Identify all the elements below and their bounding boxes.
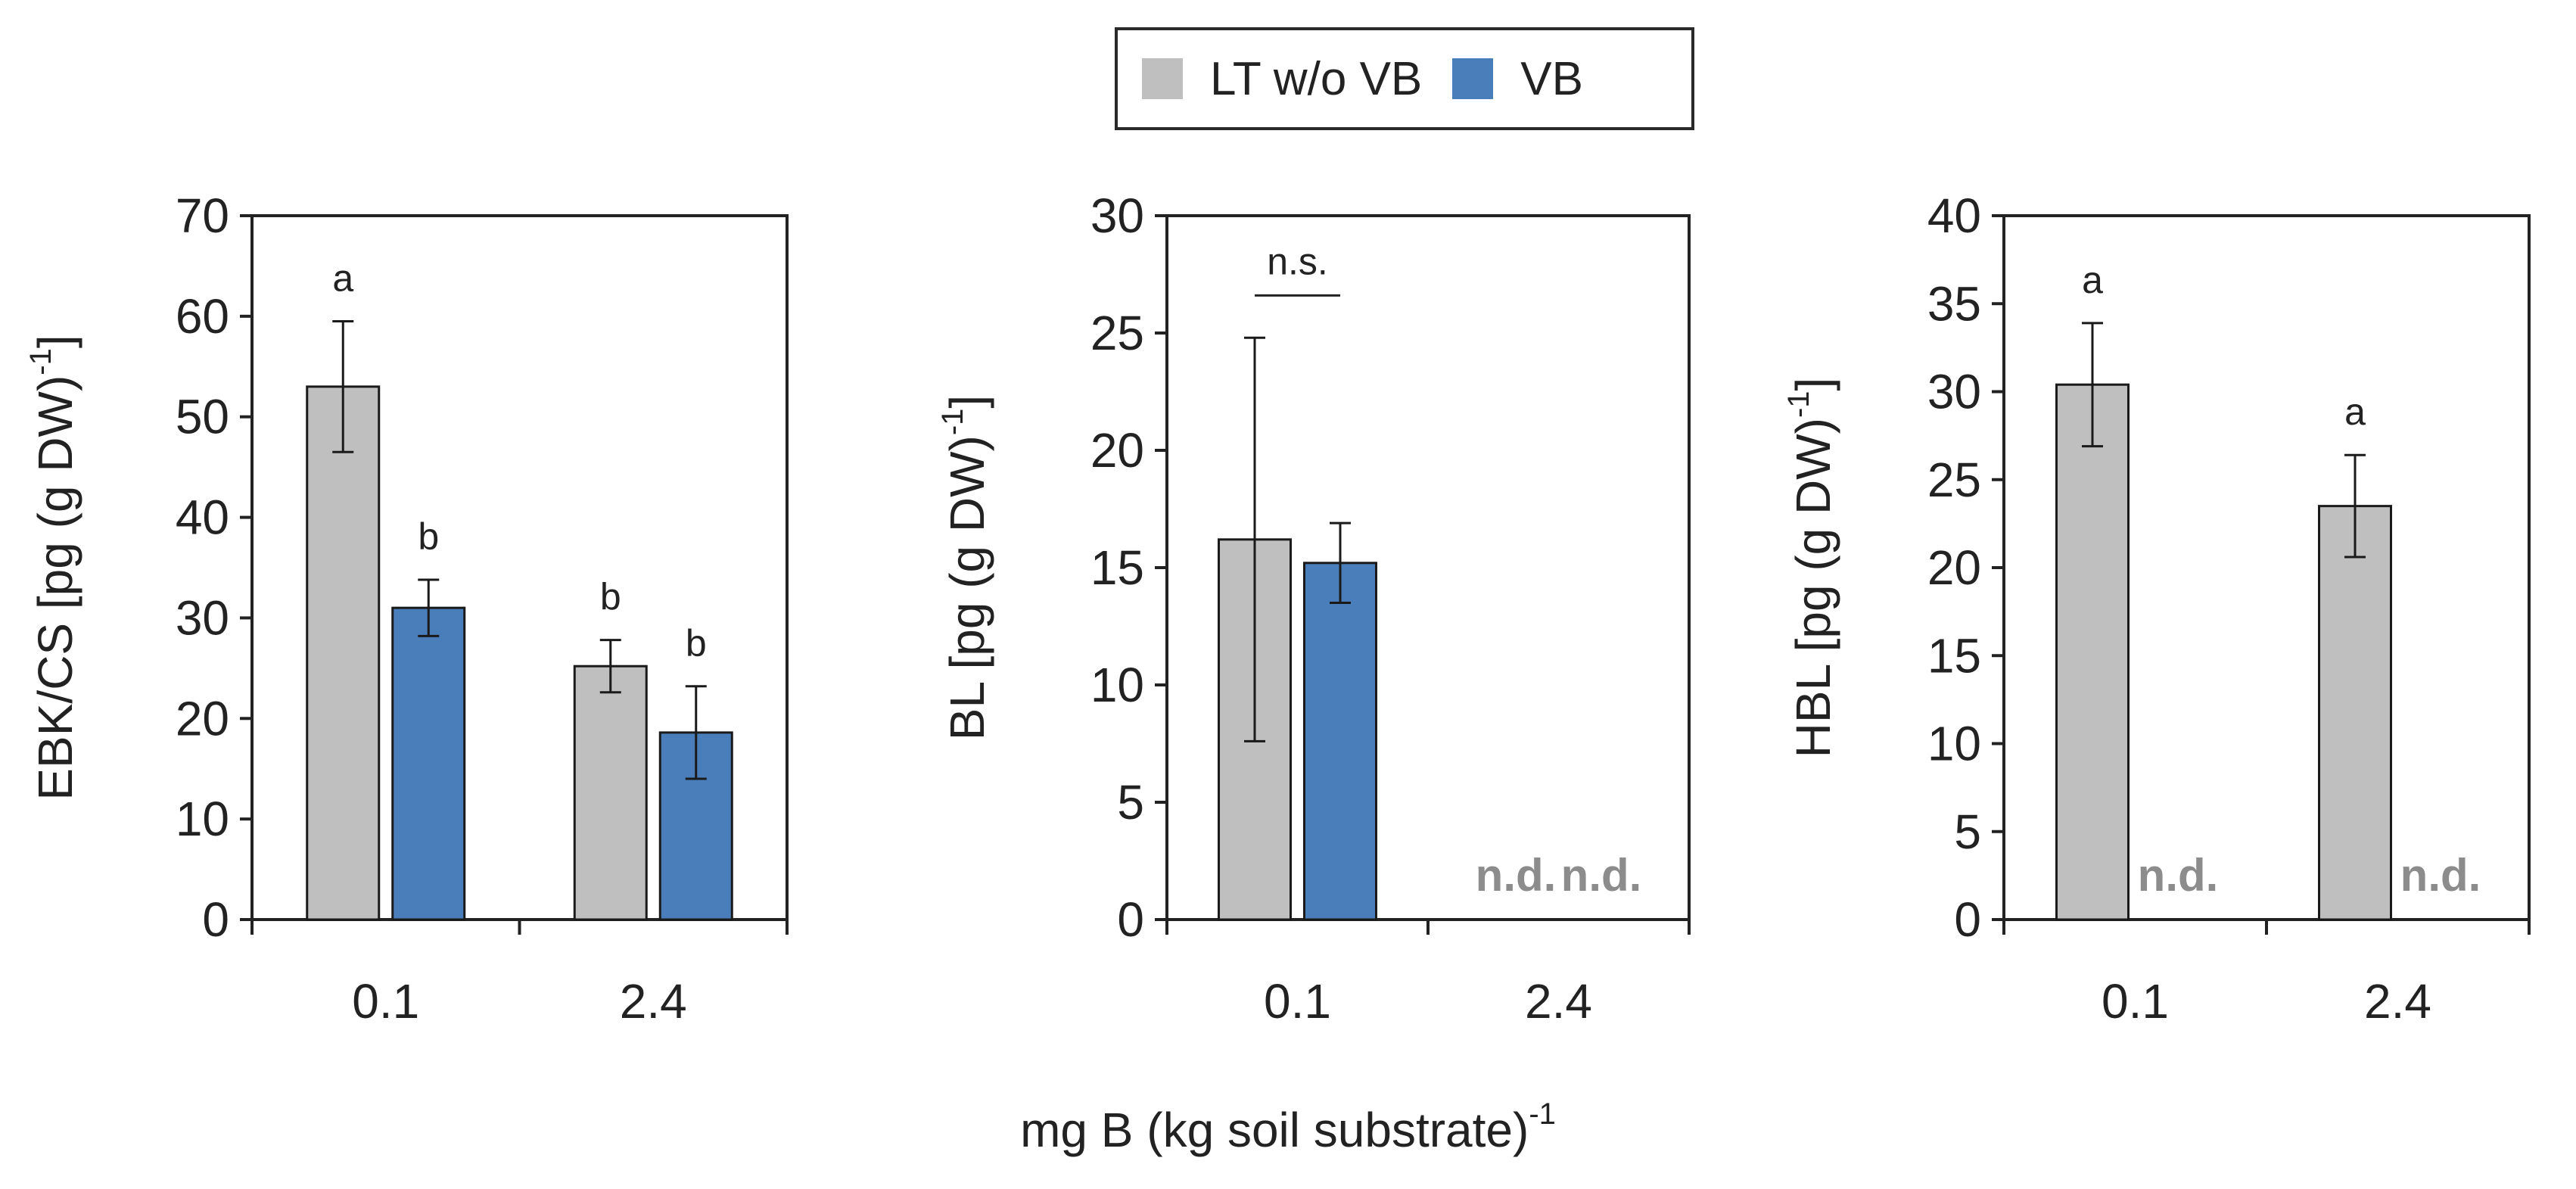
- y-tick-label: 10: [1090, 658, 1144, 712]
- legend-label-vb: VB: [1520, 52, 1583, 105]
- y-axis-title: HBL [pg (g DW)-1]: [1782, 378, 1840, 758]
- y-tick-label: 25: [1927, 453, 1981, 507]
- significance-letter: b: [418, 515, 439, 558]
- y-tick-label: 40: [1927, 188, 1981, 243]
- not-detected-label: n.d.: [2138, 850, 2219, 901]
- legend-swatch-lt-wo-vb: [1142, 58, 1183, 99]
- y-tick-label: 10: [1927, 717, 1981, 771]
- y-tick-label: 30: [176, 590, 229, 645]
- legend-label-lt-wo-vb: LT w/o VB: [1210, 52, 1423, 105]
- y-tick-label: 60: [176, 289, 229, 344]
- x-tick-label: 0.1: [2102, 974, 2169, 1029]
- y-tick-label: 35: [1927, 276, 1981, 331]
- y-axis-title: BL [pg (g DW)-1]: [936, 395, 994, 740]
- y-tick-label: 20: [1927, 540, 1981, 595]
- y-axis-title-sup: -1: [24, 348, 58, 375]
- not-detected-label: n.d.: [2400, 850, 2481, 901]
- legend-item-lt-wo-vb: LT w/o VB: [1142, 52, 1422, 106]
- chart-hbl: 0 5 10 15 20 25 30 35 40 0.1 2.4 HBL [pg (g DW)-1] a…: [1782, 188, 2531, 1029]
- y-tick-label: 20: [176, 691, 229, 745]
- y-axis-title: EBK/CS [pg (g DW)-1]: [24, 335, 82, 800]
- y-tick-label: 0: [1954, 892, 1981, 947]
- not-detected-label: n.d.: [1476, 850, 1557, 901]
- x-tick-label: 2.4: [1525, 974, 1592, 1029]
- x-axis-title-superscript: -1: [1529, 1097, 1556, 1131]
- y-axis-title-end: ]: [940, 395, 994, 409]
- bar: [2055, 383, 2130, 921]
- x-tick-label: 0.1: [1264, 974, 1331, 1029]
- y-tick-label: 10: [176, 792, 229, 846]
- significance-letter: a: [332, 257, 353, 300]
- legend: LT w/o VB VB: [1115, 27, 1694, 130]
- y-tick-label: 25: [1090, 306, 1144, 360]
- significance-letter: a: [2082, 259, 2103, 301]
- bar: [573, 665, 648, 921]
- y-tick-label: 15: [1090, 540, 1144, 595]
- significance-letter: b: [686, 622, 707, 665]
- y-tick-label: 30: [1090, 188, 1144, 243]
- y-tick-label: 5: [1954, 805, 1981, 859]
- y-tick-label: 70: [176, 188, 229, 243]
- bar: [306, 385, 381, 921]
- bar: [391, 606, 466, 921]
- y-axis-title-sup: -1: [936, 409, 969, 436]
- y-tick-label: 5: [1117, 775, 1144, 829]
- y-axis-title-main: HBL [pg (g DW): [1786, 418, 1840, 758]
- legend-swatch-vb: [1452, 58, 1494, 99]
- x-axis-title-text: mg B (kg soil substrate): [1020, 1103, 1529, 1157]
- y-tick-label: 30: [1927, 365, 1981, 419]
- y-axis-title-end: ]: [1786, 378, 1840, 391]
- y-tick-label: 0: [202, 892, 229, 947]
- significance-bracket-label: n.s.: [1267, 240, 1328, 282]
- chart-ebk-cs: 0 10 20 30 40 50 60 70 0.1 2.4 EBK/CS [pg (g DW)-1…: [24, 188, 789, 1029]
- x-tick-label: 0.1: [352, 974, 419, 1029]
- y-tick-label: 20: [1090, 423, 1144, 478]
- y-tick-label: 0: [1117, 892, 1144, 947]
- y-axis-title-sup: -1: [1782, 391, 1815, 418]
- y-axis-title-main: BL [pg (g DW): [940, 435, 994, 740]
- x-tick-label: 2.4: [2364, 974, 2431, 1029]
- x-axis-title: mg B (kg soil substrate)-1: [0, 1097, 2576, 1158]
- y-axis-title-main: EBK/CS [pg (g DW): [28, 375, 82, 801]
- not-detected-label: n.d.: [1561, 850, 1642, 901]
- significance-letter: a: [2344, 391, 2366, 433]
- y-axis-title-end: ]: [28, 335, 82, 348]
- bar: [1303, 562, 1377, 921]
- significance-letter: b: [600, 576, 621, 618]
- legend-item-vb: VB: [1452, 52, 1583, 106]
- x-tick-label: 2.4: [620, 974, 687, 1029]
- bar: [2318, 505, 2392, 921]
- y-tick-label: 15: [1927, 628, 1981, 683]
- y-tick-label: 50: [176, 390, 229, 444]
- y-tick-label: 40: [176, 490, 229, 545]
